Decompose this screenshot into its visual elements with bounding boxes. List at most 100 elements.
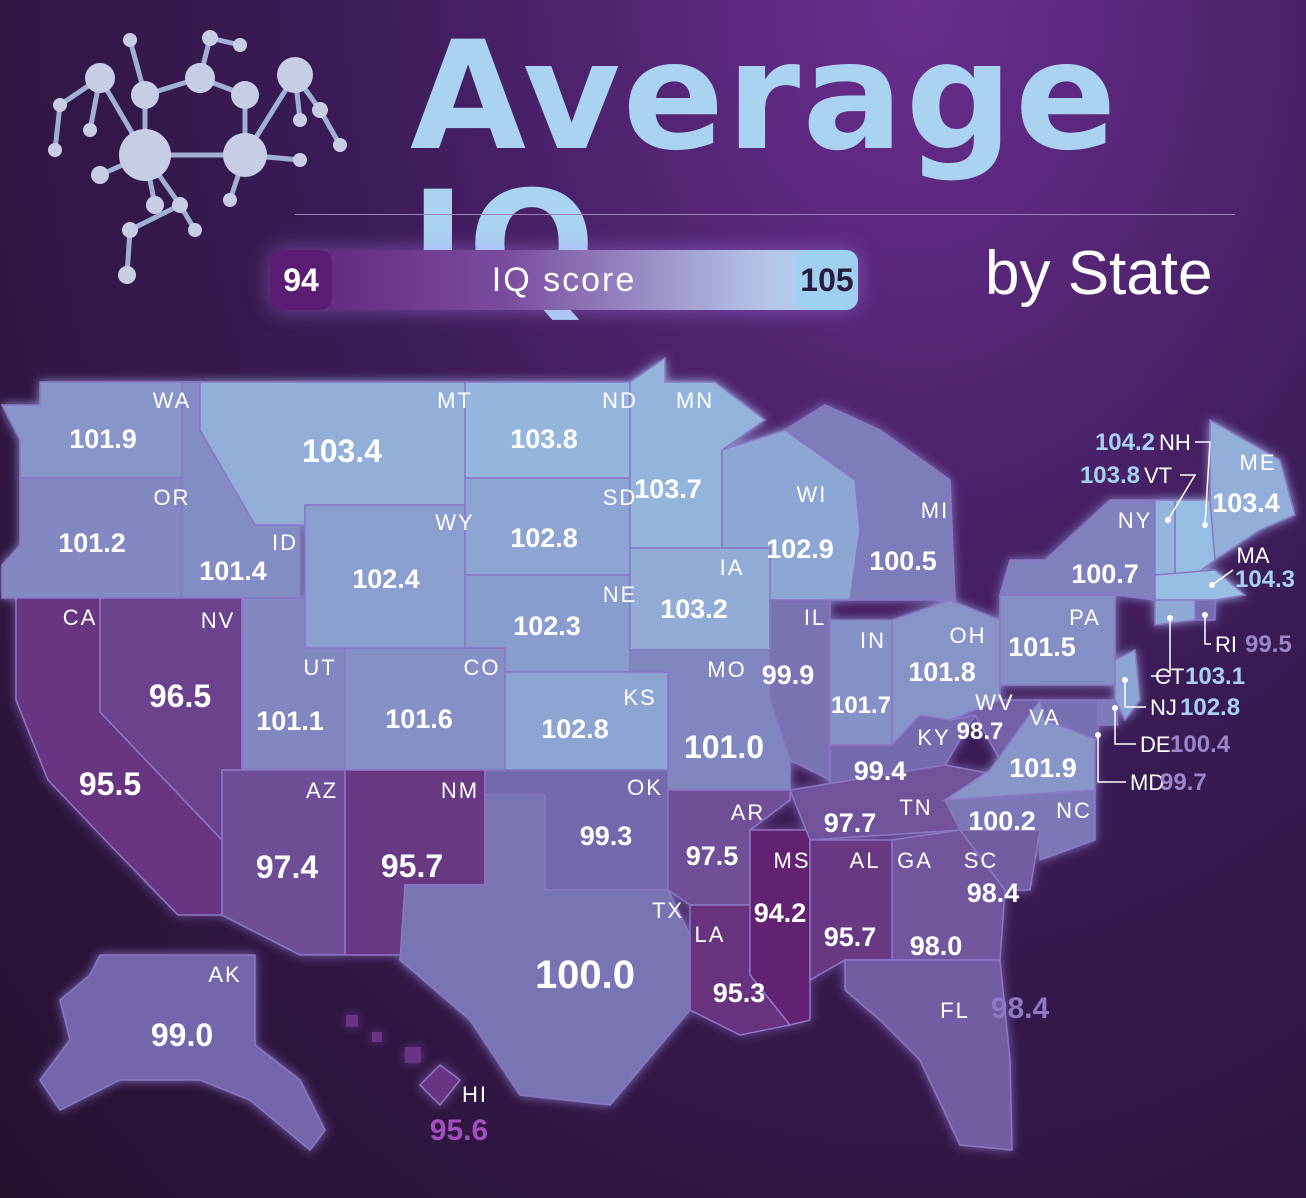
state-code-pa: PA <box>1069 605 1101 630</box>
state-value-id: 101.4 <box>199 556 267 586</box>
state-code-ar: AR <box>731 800 766 825</box>
state-value-ga: 98.0 <box>910 931 963 961</box>
state-mi <box>783 404 956 601</box>
network-node <box>146 196 164 214</box>
state-code-nm: NM <box>441 778 479 803</box>
state-value-nm: 95.7 <box>381 848 443 884</box>
callout-code-ct: CT <box>1155 664 1184 689</box>
state-value-oh: 101.8 <box>908 657 976 687</box>
state-value-ut: 101.1 <box>256 706 324 736</box>
network-node <box>188 223 202 237</box>
state-value-il: 99.9 <box>762 660 815 690</box>
network-node <box>223 133 267 177</box>
callout-line <box>1124 680 1146 708</box>
hawaii-island <box>346 1015 358 1027</box>
network-node <box>48 143 62 157</box>
state-code-hi: HI <box>462 1082 488 1107</box>
state-ma <box>1154 569 1247 601</box>
hawaii-island <box>405 1047 421 1063</box>
state-value-tx: 100.0 <box>535 953 635 997</box>
state-hi <box>418 1064 462 1107</box>
network-node <box>172 197 188 213</box>
state-code-ga: GA <box>897 848 933 873</box>
state-value-nc: 100.2 <box>968 806 1036 836</box>
callout-code-md: MD <box>1130 770 1164 795</box>
network-node <box>119 129 171 181</box>
brain-network-icon <box>48 30 347 284</box>
network-node <box>131 81 159 109</box>
state-value-ny: 100.7 <box>1071 559 1139 589</box>
state-il <box>769 599 831 782</box>
network-node <box>118 266 136 284</box>
callout-code-ri: RI <box>1215 632 1237 657</box>
state-code-mo: MO <box>707 657 746 682</box>
state-value-mi: 100.5 <box>869 546 937 576</box>
state-value-la: 95.3 <box>713 978 766 1008</box>
network-node <box>53 98 67 112</box>
state-code-wy: WY <box>435 510 474 535</box>
state-value-ms: 94.2 <box>754 898 807 928</box>
state-value-az: 97.4 <box>256 849 318 885</box>
state-value-nv: 96.5 <box>149 678 211 714</box>
state-value-mo: 101.0 <box>684 729 764 765</box>
state-code-il: IL <box>804 605 826 630</box>
state-value-me: 103.4 <box>1212 488 1280 518</box>
state-value-mn: 103.7 <box>634 474 702 504</box>
state-code-in: IN <box>860 628 886 653</box>
page-title: Average IQ <box>410 10 1119 334</box>
legend-min: 94 <box>270 250 332 310</box>
network-node <box>293 113 307 127</box>
state-value-wy: 102.4 <box>352 564 420 594</box>
state-value-ky: 99.4 <box>854 756 907 786</box>
state-value-ks: 102.8 <box>541 714 609 744</box>
callout-code-de: DE <box>1140 732 1171 757</box>
state-code-sd: SD <box>603 485 638 510</box>
state-code-az: AZ <box>306 778 338 803</box>
callout-code-vt: VT <box>1144 463 1172 488</box>
state-ga <box>891 829 1006 961</box>
callout-value-nj: 102.8 <box>1180 694 1240 721</box>
state-value-co: 101.6 <box>385 704 453 734</box>
state-value-ak: 99.0 <box>151 1017 213 1053</box>
callout-value-vt: 103.8 <box>1080 462 1140 489</box>
state-value-sd: 102.8 <box>510 523 578 553</box>
state-code-ut: UT <box>303 655 336 680</box>
network-node <box>223 193 237 207</box>
network-node <box>233 38 247 52</box>
state-code-ms: MS <box>774 848 811 873</box>
state-code-tn: TN <box>899 795 932 820</box>
divider <box>295 214 1235 215</box>
callout-code-ma: MA <box>1237 543 1270 568</box>
state-value-mt: 103.4 <box>302 433 382 469</box>
state-code-ok: OK <box>627 775 663 800</box>
network-node <box>312 102 328 118</box>
callout-value-de: 100.4 <box>1170 731 1231 758</box>
state-value-wv: 98.7 <box>957 718 1004 745</box>
network-node <box>83 123 97 137</box>
state-code-sc: SC <box>964 848 999 873</box>
state-code-or: OR <box>154 485 191 510</box>
network-node <box>202 30 218 46</box>
callout-value-ma: 104.3 <box>1235 566 1295 593</box>
state-code-mi: MI <box>921 498 949 523</box>
state-code-ks: KS <box>623 685 656 710</box>
network-node <box>185 63 215 93</box>
state-code-wv: WV <box>975 690 1014 715</box>
callout-line <box>1211 569 1234 586</box>
callout-line <box>1151 618 1171 677</box>
network-node <box>277 57 313 93</box>
state-code-nd: ND <box>602 388 638 413</box>
callout-line <box>1114 708 1136 745</box>
network-link <box>52 104 63 151</box>
state-value-ca: 95.5 <box>79 766 141 802</box>
callout-line <box>1204 615 1211 645</box>
network-node <box>85 63 115 93</box>
callout-value-nh: 104.2 <box>1095 429 1155 456</box>
network-link <box>128 202 182 233</box>
page-subtitle: by State <box>985 239 1213 308</box>
network-node <box>293 153 307 167</box>
callout-line <box>1097 735 1126 783</box>
network-node <box>123 33 137 47</box>
